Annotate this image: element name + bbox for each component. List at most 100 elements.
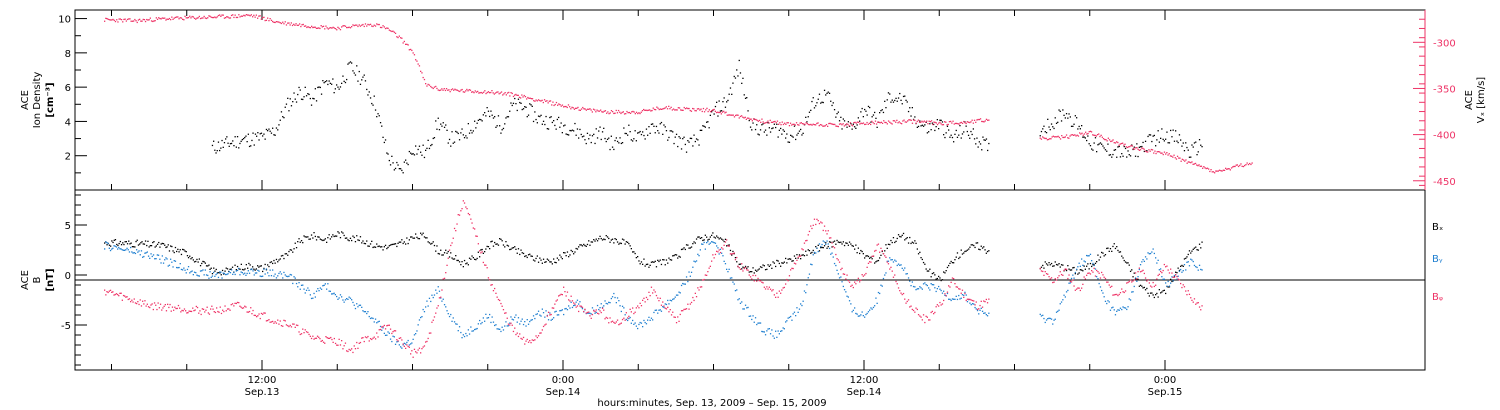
vx-point — [781, 121, 783, 123]
bz-point — [833, 247, 836, 249]
bx-point — [637, 256, 639, 258]
density-point — [976, 137, 978, 139]
vx-point — [1053, 136, 1056, 138]
density-point — [308, 93, 310, 96]
bx-point — [1081, 269, 1083, 271]
bz-point — [315, 337, 318, 339]
vx-point — [579, 109, 581, 111]
bz-point — [531, 339, 533, 341]
vx-point — [250, 14, 252, 16]
vx-point — [956, 122, 958, 125]
density-point — [433, 137, 436, 139]
vx-point — [269, 18, 271, 20]
density-point — [239, 142, 241, 145]
by-point — [742, 308, 744, 310]
bz-point — [854, 281, 856, 283]
bx-point — [571, 250, 574, 253]
density-point — [885, 107, 887, 109]
density-point — [574, 122, 576, 125]
density-point — [1124, 147, 1127, 150]
bz-point — [1048, 276, 1050, 278]
by-point — [683, 283, 685, 285]
bx-point — [413, 237, 416, 239]
vx-point — [1182, 159, 1185, 161]
density-point — [1098, 143, 1100, 145]
bz-point — [584, 308, 586, 310]
density-point — [593, 133, 595, 135]
by-point — [598, 308, 600, 311]
bx-point — [800, 258, 802, 260]
by-point — [855, 312, 857, 315]
vx-point — [511, 92, 513, 95]
by-point — [874, 305, 876, 307]
density-point — [975, 143, 977, 145]
bz-point — [309, 335, 311, 337]
vx-point — [1162, 153, 1164, 156]
density-point — [810, 109, 812, 111]
bx-point — [309, 238, 311, 240]
density-point — [1161, 128, 1163, 130]
vx-point — [432, 87, 434, 90]
by-point — [279, 271, 281, 273]
vx-point — [898, 121, 900, 123]
bz-point — [138, 303, 140, 306]
bx-point — [1109, 248, 1112, 250]
density-point — [859, 120, 861, 122]
bz-point — [951, 277, 954, 279]
bz-point — [542, 325, 545, 328]
top-left-axis-title: ACE Ion Density [cm⁻³] — [20, 72, 56, 129]
bx-point — [522, 252, 525, 255]
density-point — [542, 120, 545, 122]
density-point — [787, 141, 789, 143]
by-point — [216, 272, 218, 275]
by-point — [199, 270, 202, 272]
density-point — [632, 140, 634, 142]
vx-point — [322, 25, 325, 27]
by-point — [724, 263, 727, 265]
bx-point — [1138, 285, 1140, 287]
density-point — [683, 136, 685, 138]
bz-point — [950, 281, 952, 283]
by-point — [1045, 319, 1048, 321]
bz-point — [1181, 286, 1183, 289]
density-point — [317, 86, 319, 89]
density-point — [802, 132, 804, 134]
bx-point — [846, 242, 848, 244]
by-point — [341, 296, 343, 298]
vx-point — [918, 121, 921, 123]
by-point — [916, 288, 918, 290]
top-left-label-2: Ion Density — [32, 72, 43, 129]
bz-point — [891, 270, 893, 272]
bz-point — [114, 293, 116, 296]
bx-point — [596, 240, 599, 242]
bz-point — [1136, 278, 1138, 280]
density-point — [679, 137, 681, 139]
bx-point — [1196, 249, 1198, 251]
by-point — [930, 283, 932, 285]
bx-point — [867, 255, 870, 258]
bx-point — [489, 248, 491, 250]
density-point — [262, 135, 264, 137]
bx-point — [1193, 247, 1196, 249]
bz-point — [555, 300, 557, 302]
bx-point — [130, 242, 132, 244]
density-point — [568, 134, 570, 136]
bz-point — [407, 345, 409, 348]
bx-point — [252, 266, 254, 268]
bz-point — [938, 305, 940, 307]
bottom-left-ticks: 50-5 — [61, 194, 87, 366]
vx-point — [825, 124, 828, 126]
density-point — [430, 144, 432, 147]
bz-point — [692, 296, 694, 299]
density-point — [326, 80, 328, 82]
bz-point — [211, 305, 213, 307]
density-point — [1089, 145, 1092, 147]
density-point — [515, 103, 517, 105]
bz-point — [189, 310, 191, 312]
bz-point — [1039, 267, 1041, 270]
by-point — [283, 271, 285, 274]
bz-point — [1185, 290, 1187, 292]
bx-point — [697, 236, 699, 238]
vx-point — [880, 121, 882, 123]
bz-point — [561, 294, 563, 296]
